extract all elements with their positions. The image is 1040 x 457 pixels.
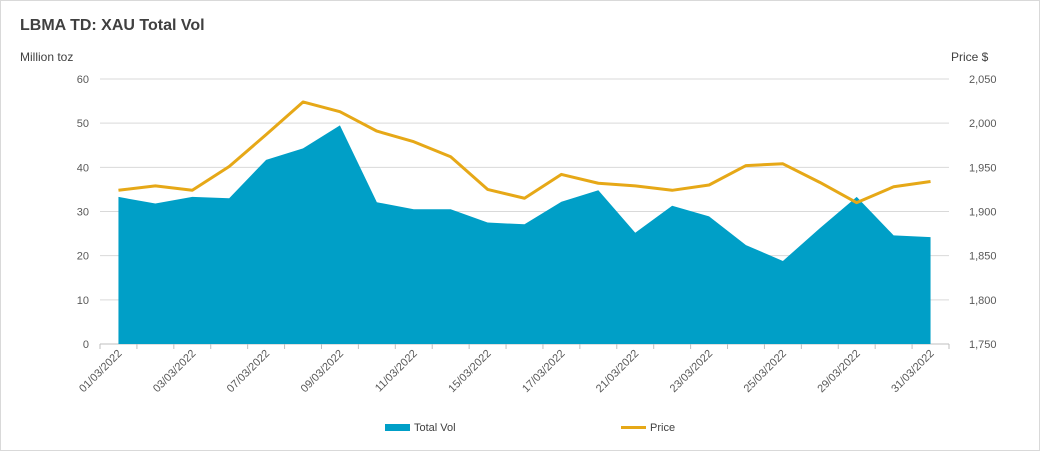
x-tick-label: 25/03/2022 [742, 348, 789, 395]
x-tick-label: 03/03/2022 [151, 348, 198, 395]
chart-title: LBMA TD: XAU Total Vol [20, 17, 205, 34]
legend-label-total-vol: Total Vol [414, 422, 456, 434]
right-tick-label: 1,750 [969, 339, 997, 351]
right-axis-title: Price $ [951, 50, 989, 64]
right-tick-label: 1,950 [969, 162, 997, 174]
x-tick-label: 07/03/2022 [225, 348, 272, 395]
x-tick-label: 29/03/2022 [815, 348, 862, 395]
left-tick-label: 20 [77, 251, 89, 263]
x-tick-label: 01/03/2022 [77, 348, 124, 395]
right-tick-label: 1,900 [969, 207, 997, 219]
price-line-layer [118, 100, 931, 205]
x-axis-ticks: 01/03/2022 03/03/2022 07/03/2022 09/03/2022… [77, 348, 937, 395]
x-tick-label: 17/03/2022 [520, 348, 567, 395]
x-tick-label: 31/03/2022 [889, 348, 936, 395]
total-vol-area [118, 125, 931, 344]
right-tick-label: 1,800 [969, 295, 997, 307]
left-tick-label: 10 [77, 295, 89, 307]
left-tick-label: 40 [77, 162, 89, 174]
x-tick-label: 11/03/2022 [373, 348, 420, 395]
legend-label-price: Price [650, 422, 675, 434]
legend: Total Vol Price [385, 422, 675, 434]
left-tick-label: 50 [77, 118, 89, 130]
right-tick-label: 1,850 [969, 251, 997, 263]
total-vol-area-layer [118, 125, 931, 344]
right-tick-label: 2,050 [969, 74, 997, 86]
x-tick-label: 21/03/2022 [594, 348, 641, 395]
x-tick-label: 23/03/2022 [668, 348, 715, 395]
x-tick-label: 09/03/2022 [299, 348, 346, 395]
left-tick-label: 30 [77, 207, 89, 219]
left-tick-label: 0 [83, 339, 89, 351]
left-axis-title: Million toz [20, 50, 73, 64]
right-tick-label: 2,000 [969, 118, 997, 130]
left-tick-label: 60 [77, 74, 89, 86]
price-line [118, 100, 931, 205]
legend-swatch-total-vol [385, 424, 410, 431]
right-axis-ticks: 1,750 1,800 1,850 1,900 1,950 2,000 2,050 [969, 74, 997, 351]
left-axis-ticks: 0 10 20 30 40 50 60 [77, 74, 89, 351]
x-tick-label: 15/03/2022 [446, 348, 493, 395]
